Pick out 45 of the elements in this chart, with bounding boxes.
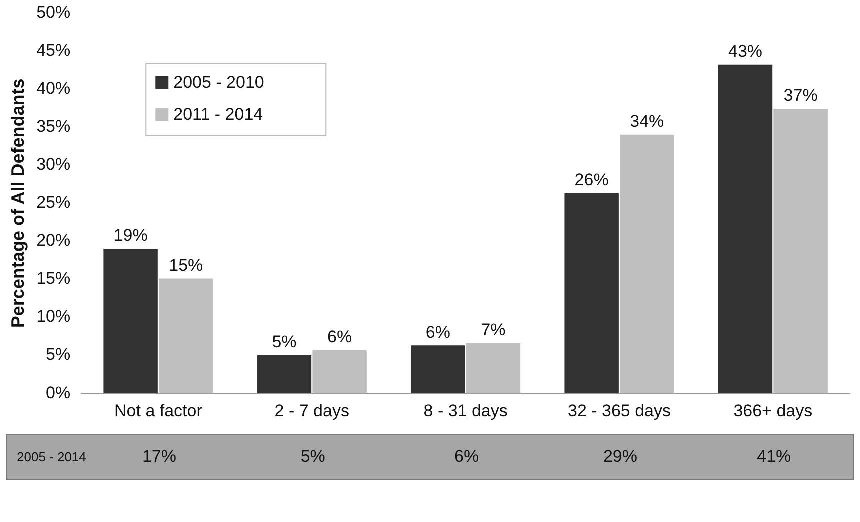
x-tick-label: 366+ days [734, 401, 813, 420]
bar [620, 134, 674, 394]
data-label: 7% [481, 320, 506, 340]
text: 41% [757, 447, 792, 467]
data-label: 5% [272, 332, 297, 352]
legend-label: 2011 - 2014 [174, 104, 264, 124]
x-tick-label: 32 - 365 days [568, 401, 671, 420]
bar [564, 194, 619, 394]
x-tick-label: 2 - 7 days [274, 401, 350, 420]
y-tick-label: 0% [46, 383, 71, 402]
text: 29% [603, 447, 638, 467]
data-label: 37% [784, 86, 818, 106]
bar [466, 343, 521, 394]
bar [257, 356, 312, 394]
text: 2005 - 2014 [17, 450, 86, 464]
y-tick-label: 5% [46, 345, 71, 364]
y-tick-label: 15% [36, 269, 71, 288]
x-tick-label: 8 - 31 days [424, 401, 508, 420]
data-label: 6% [426, 322, 450, 342]
bar [718, 64, 773, 394]
bar [104, 249, 158, 394]
y-tick-label: 45% [36, 40, 71, 60]
text: 6% [454, 447, 480, 467]
data-label: 43% [728, 42, 763, 62]
y-tick-label: 35% [36, 117, 71, 136]
y-tick-label: 30% [36, 155, 71, 174]
data-label: 6% [328, 327, 352, 346]
text: 5% [300, 447, 326, 467]
data-label: 26% [574, 170, 609, 190]
data-label: 19% [114, 226, 148, 246]
y-tick-label: 40% [36, 78, 71, 98]
data-label: 34% [630, 112, 664, 132]
y-tick-label: 10% [36, 307, 71, 326]
bar [312, 350, 367, 394]
y-axis-title: Percentage of All Defendants [8, 78, 28, 328]
x-tick-label: Not a factor [114, 401, 203, 420]
y-tick-label: 25% [36, 193, 71, 212]
legend-label: 2005 - 2010 [174, 72, 264, 92]
bar [159, 278, 214, 394]
data-label: 15% [169, 256, 204, 275]
bar [411, 346, 466, 394]
text: 17% [142, 447, 176, 467]
bar [774, 109, 828, 394]
y-tick-label: 20% [36, 231, 71, 250]
y-tick-label: 50% [36, 2, 71, 22]
